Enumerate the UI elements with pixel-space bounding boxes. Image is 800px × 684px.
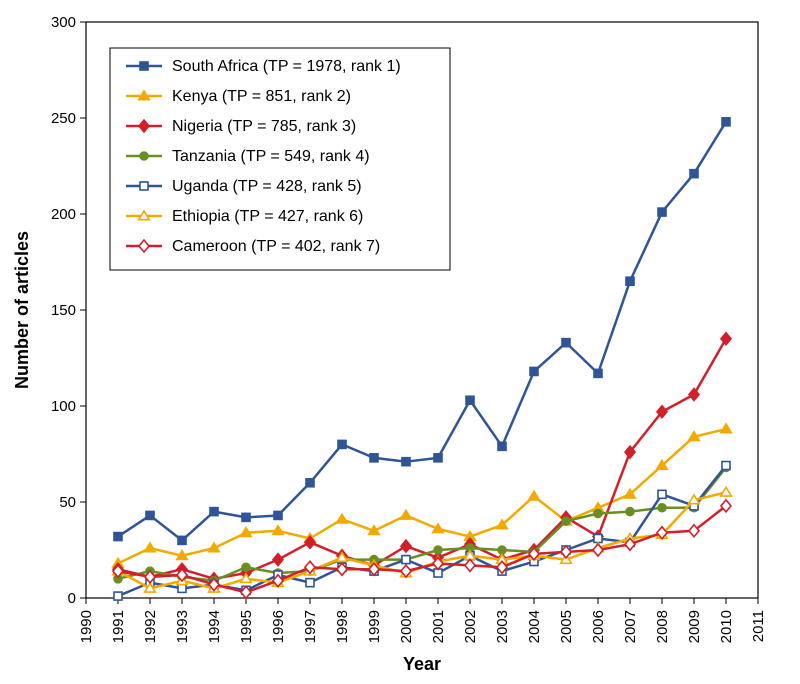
svg-text:1992: 1992 (142, 610, 159, 643)
svg-text:Number of articles: Number of articles (12, 231, 32, 389)
svg-text:1993: 1993 (174, 610, 191, 643)
svg-text:200: 200 (51, 206, 76, 223)
svg-text:Cameroon (TP = 402, rank 7): Cameroon (TP = 402, rank 7) (172, 238, 380, 255)
svg-text:2002: 2002 (462, 610, 479, 643)
svg-text:0: 0 (68, 590, 76, 607)
svg-text:2010: 2010 (718, 610, 735, 643)
svg-text:1991: 1991 (110, 610, 127, 643)
svg-text:2009: 2009 (686, 610, 703, 643)
svg-text:50: 50 (59, 494, 76, 511)
svg-text:Nigeria (TP = 785, rank 3): Nigeria (TP = 785, rank 3) (172, 118, 356, 135)
svg-text:300: 300 (51, 14, 76, 31)
svg-text:Ethiopia (TP = 427, rank 6): Ethiopia (TP = 427, rank 6) (172, 208, 363, 225)
svg-text:2004: 2004 (526, 610, 543, 643)
svg-text:2008: 2008 (654, 610, 671, 643)
svg-text:Tanzania (TP = 549, rank 4): Tanzania (TP = 549, rank 4) (172, 148, 370, 165)
svg-text:2011: 2011 (750, 610, 767, 642)
line-chart: 0 50 100 150 200 250 300 Number of articles 1990… (0, 0, 800, 684)
svg-text:1990: 1990 (78, 610, 95, 643)
svg-text:2000: 2000 (398, 610, 415, 643)
chart-container: 0 50 100 150 200 250 300 Number of articles 1990… (0, 0, 800, 684)
svg-text:Year: Year (403, 654, 441, 674)
svg-text:Kenya (TP = 851, rank 2): Kenya (TP = 851, rank 2) (172, 88, 351, 105)
svg-text:150: 150 (51, 302, 76, 319)
svg-text:100: 100 (51, 398, 76, 415)
svg-text:2001: 2001 (430, 610, 447, 643)
svg-text:1995: 1995 (238, 610, 255, 643)
svg-text:2007: 2007 (622, 610, 639, 643)
legend: South Africa (TP = 1978, rank 1) Kenya (T… (110, 48, 450, 270)
svg-text:1994: 1994 (206, 610, 223, 643)
svg-text:1998: 1998 (334, 610, 351, 643)
svg-text:1997: 1997 (302, 610, 319, 643)
svg-text:1999: 1999 (366, 610, 383, 643)
svg-text:250: 250 (51, 110, 76, 127)
svg-text:Uganda (TP = 428, rank 5): Uganda (TP = 428, rank 5) (172, 178, 362, 195)
svg-text:2006: 2006 (590, 610, 607, 643)
svg-text:1996: 1996 (270, 610, 287, 643)
svg-text:South Africa (TP = 1978, rank: South Africa (TP = 1978, rank 1) (172, 58, 401, 75)
svg-text:2005: 2005 (558, 610, 575, 643)
svg-text:2003: 2003 (494, 610, 511, 643)
